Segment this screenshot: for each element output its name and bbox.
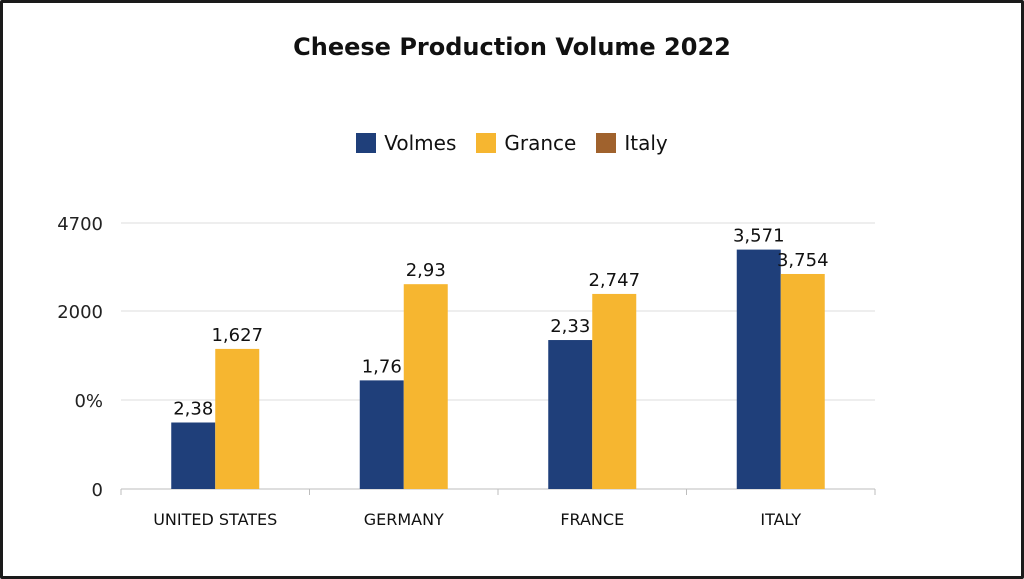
y-tick-label: 4700: [57, 214, 103, 235]
data-label: 2,38: [173, 399, 213, 420]
bar-grance: [592, 293, 637, 489]
data-label: 3,571: [733, 226, 785, 247]
x-tick-label: FRANCE: [560, 510, 624, 529]
data-label: 1,627: [211, 325, 263, 346]
bar-volmes: [359, 380, 404, 489]
data-label: 2,93: [406, 260, 446, 281]
y-tick-label: 2000: [57, 302, 103, 323]
x-tick-label: GERMANY: [364, 510, 444, 529]
bar-grance: [780, 273, 825, 489]
bar-volmes: [548, 340, 593, 489]
data-label: 1,76: [362, 356, 402, 377]
y-tick-label: 0: [92, 480, 103, 501]
bar-grance: [215, 348, 260, 489]
legend-swatch-volmes: [356, 133, 377, 153]
chart-title: Cheese Production Volume 2022: [293, 33, 731, 61]
legend-swatch-grance: [476, 133, 497, 153]
legend-label-grance: Grance: [504, 131, 577, 155]
bar-volmes: [736, 249, 781, 489]
x-tick-label: UNITED STATES: [153, 510, 277, 529]
bar-grance: [403, 284, 448, 489]
data-label: 3,754: [777, 250, 829, 271]
legend-item-grance: Grance: [476, 131, 576, 155]
y-tick-label: 0%: [74, 391, 103, 412]
bar-chart-plot: 0 0% 2000 4700 2,38 1,627 UNITED STATES 1,76 2,9…: [57, 214, 876, 529]
data-label: 2,33: [550, 316, 590, 337]
legend-label-volmes: Volmes: [384, 131, 457, 155]
data-label: 2,747: [588, 270, 640, 291]
chart-legend: Volmes Grance Italy: [3, 131, 1021, 155]
x-tick-label: ITALY: [760, 510, 801, 529]
bar-volmes: [171, 422, 216, 489]
legend-swatch-italy: [596, 133, 617, 153]
legend-item-volmes: Volmes: [356, 131, 456, 155]
legend-item-italy: Italy: [596, 131, 668, 155]
legend-label-italy: Italy: [624, 131, 668, 155]
